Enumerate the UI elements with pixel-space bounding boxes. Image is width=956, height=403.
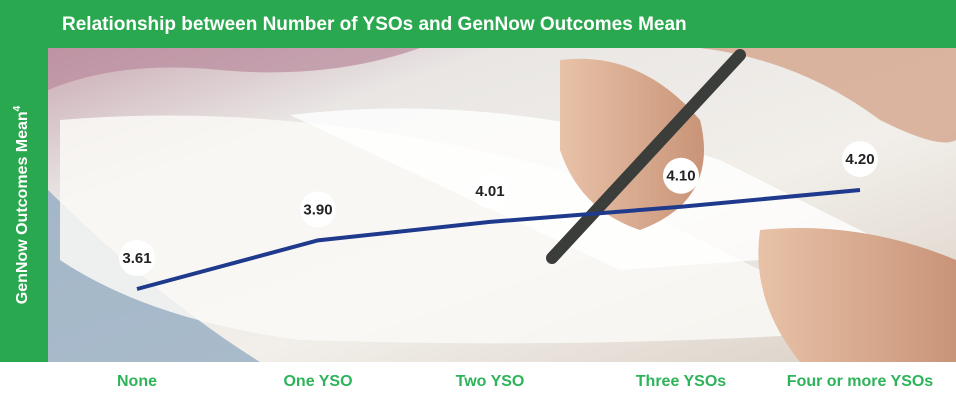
line — [136, 188, 861, 291]
value-label: 3.90 — [303, 201, 332, 218]
value-badge — [300, 191, 336, 228]
value-badge — [842, 141, 878, 177]
value-label: 4.10 — [666, 168, 695, 185]
x-tick-label: Four or more YSOs — [787, 373, 934, 390]
x-tick-label: Three YSOs — [636, 373, 727, 390]
value-label: 4.01 — [475, 183, 504, 200]
x-tick-label: One YSO — [283, 373, 352, 390]
value-badge — [119, 240, 155, 276]
value-badge — [472, 172, 508, 209]
chart-title: Relationship between Number of YSOs and … — [62, 14, 687, 35]
x-tick-label: Two YSO — [456, 373, 525, 390]
y-axis-label-superscript: 4 — [12, 105, 23, 111]
value-badge — [663, 157, 699, 194]
y-axis-label-text: GenNow Outcomes Mean — [14, 111, 31, 304]
y-axis-label: GenNow Outcomes Mean4 — [12, 105, 31, 304]
x-tick-label: None — [117, 373, 157, 390]
photo — [48, 48, 956, 362]
value-label: 3.61 — [122, 250, 151, 267]
value-label: 4.20 — [845, 151, 874, 168]
